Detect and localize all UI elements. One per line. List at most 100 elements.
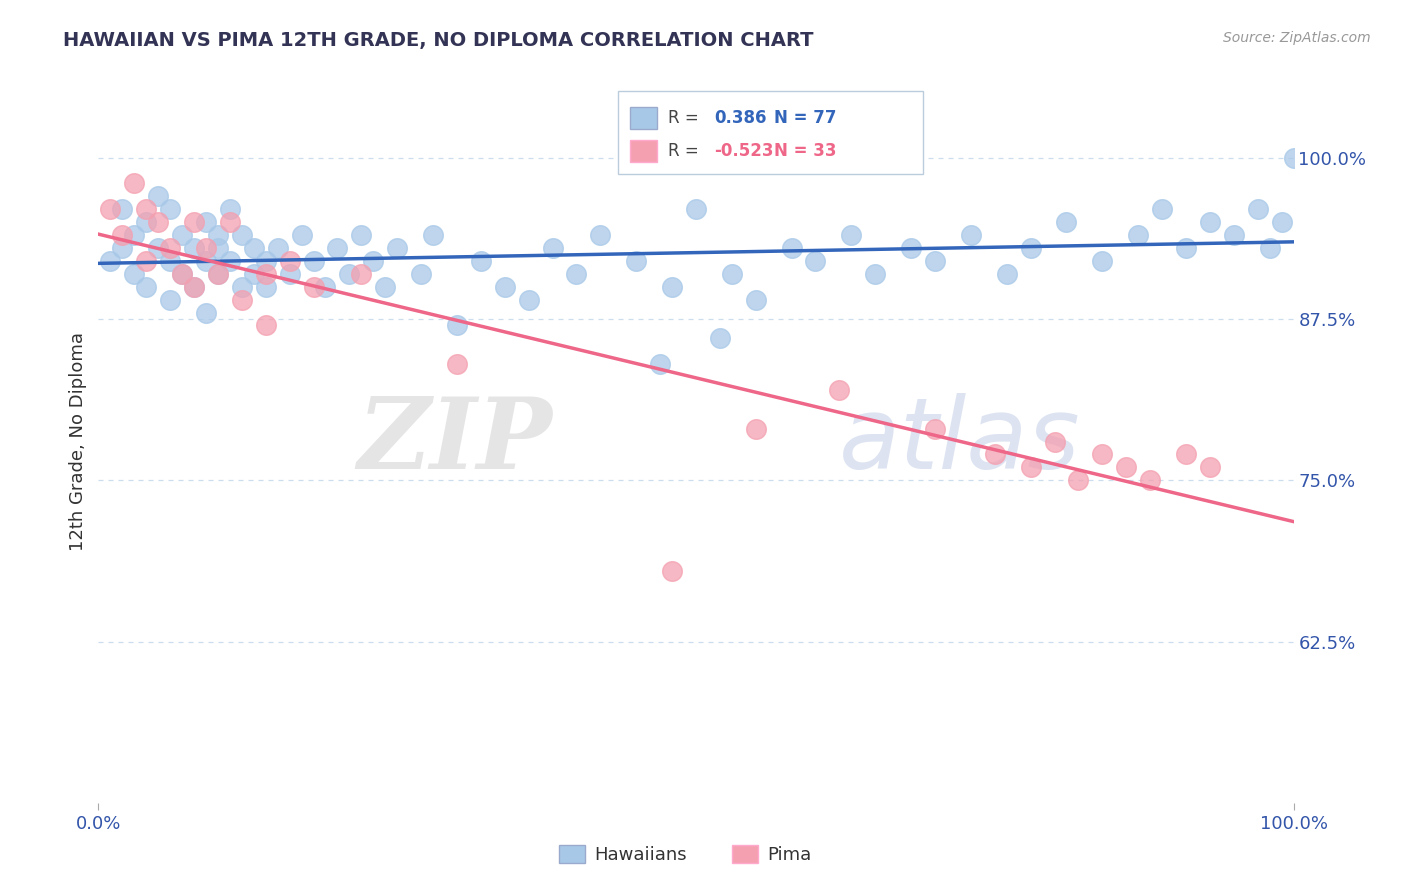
Point <box>339 267 361 281</box>
Point <box>315 279 337 293</box>
Point <box>363 253 385 268</box>
Point <box>1247 202 1270 217</box>
Point <box>183 241 205 255</box>
Point <box>1175 241 1198 255</box>
Point <box>589 228 612 243</box>
Point <box>780 241 803 255</box>
Point <box>254 253 277 268</box>
Point <box>422 228 444 243</box>
Point <box>219 215 242 229</box>
Point <box>207 228 229 243</box>
Point <box>1019 460 1042 475</box>
Bar <box>630 140 657 161</box>
Point <box>1091 253 1114 268</box>
Point <box>267 241 290 255</box>
Point <box>745 422 768 436</box>
Point <box>231 293 253 307</box>
Point <box>124 228 146 243</box>
Point <box>326 241 349 255</box>
Text: Pima: Pima <box>768 846 811 863</box>
Point <box>721 267 744 281</box>
Point <box>254 279 277 293</box>
Text: 0.386: 0.386 <box>714 109 766 127</box>
Point <box>111 241 134 255</box>
Text: N = 77: N = 77 <box>773 109 837 127</box>
Point <box>148 241 170 255</box>
Text: R =: R = <box>668 142 704 160</box>
Text: -0.523: -0.523 <box>714 142 773 160</box>
Point <box>278 267 301 281</box>
Point <box>243 267 266 281</box>
Point <box>494 279 516 293</box>
Point <box>195 215 218 229</box>
Point <box>278 253 301 268</box>
Point <box>924 422 946 436</box>
Point <box>219 202 242 217</box>
Bar <box>733 846 758 863</box>
Point <box>1128 228 1150 243</box>
Point <box>135 279 157 293</box>
Point <box>159 241 181 255</box>
Point <box>841 228 863 243</box>
Point <box>804 253 827 268</box>
Point <box>1271 215 1294 229</box>
Point <box>148 189 170 203</box>
Point <box>470 253 492 268</box>
Point <box>302 279 325 293</box>
Point <box>135 253 157 268</box>
Point <box>1282 151 1305 165</box>
Point <box>350 267 373 281</box>
Point <box>195 241 218 255</box>
Point <box>183 279 205 293</box>
Point <box>98 253 122 268</box>
Text: HAWAIIAN VS PIMA 12TH GRADE, NO DIPLOMA CORRELATION CHART: HAWAIIAN VS PIMA 12TH GRADE, NO DIPLOMA … <box>63 31 814 50</box>
Point <box>865 267 887 281</box>
Point <box>385 241 409 255</box>
Point <box>159 202 181 217</box>
Point <box>995 267 1018 281</box>
Point <box>1019 241 1042 255</box>
Point <box>565 267 588 281</box>
Point <box>828 383 851 397</box>
Point <box>195 305 218 319</box>
Point <box>195 253 218 268</box>
Point <box>1199 215 1222 229</box>
Point <box>159 293 181 307</box>
Point <box>1056 215 1078 229</box>
Point <box>207 241 229 255</box>
Text: N = 33: N = 33 <box>773 142 837 160</box>
Point <box>1115 460 1137 475</box>
Point <box>231 228 253 243</box>
Bar <box>630 107 657 128</box>
Point <box>1067 473 1090 487</box>
Point <box>291 228 314 243</box>
Point <box>1091 447 1114 461</box>
Point <box>411 267 433 281</box>
Point <box>661 279 683 293</box>
Point <box>124 177 146 191</box>
Text: atlas: atlas <box>839 393 1081 490</box>
Point <box>254 318 277 333</box>
Point <box>984 447 1007 461</box>
Text: R =: R = <box>668 109 704 127</box>
Point <box>745 293 768 307</box>
Point <box>183 215 205 229</box>
Point <box>111 228 134 243</box>
Point <box>207 267 229 281</box>
Point <box>172 228 194 243</box>
Point <box>648 357 672 371</box>
Point <box>207 267 229 281</box>
Point <box>1152 202 1174 217</box>
Point <box>183 279 205 293</box>
Y-axis label: 12th Grade, No Diploma: 12th Grade, No Diploma <box>69 332 87 551</box>
Point <box>446 318 468 333</box>
Point <box>172 267 194 281</box>
Point <box>1258 241 1281 255</box>
Point <box>1199 460 1222 475</box>
Point <box>374 279 396 293</box>
Point <box>243 241 266 255</box>
Point <box>172 267 194 281</box>
FancyBboxPatch shape <box>619 91 922 174</box>
Text: ZIP: ZIP <box>357 393 553 490</box>
Point <box>1043 434 1066 449</box>
